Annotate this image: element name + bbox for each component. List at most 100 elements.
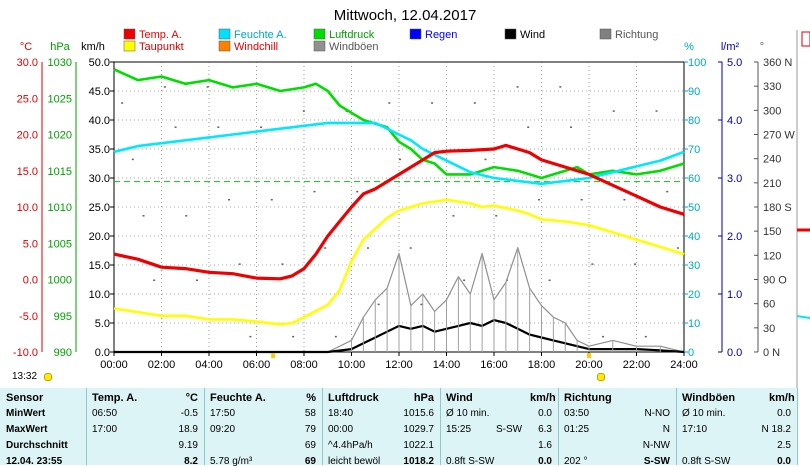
- x-axis: 00:00 02:00 04:00 06:00 08:00 10:00 12:00 14:00…: [100, 352, 698, 371]
- table-scroll-strip[interactable]: [797, 388, 810, 465]
- direction-marker: [431, 102, 434, 104]
- x-tick-label: 14:00: [433, 359, 461, 371]
- humidity-tick-label: 90: [688, 86, 700, 98]
- rain-tick-label: 4.0: [727, 115, 742, 127]
- right-edge-panel: [796, 30, 810, 390]
- direction-marker: [185, 215, 188, 217]
- legend-swatch: [218, 40, 231, 52]
- cell-value: S-SW: [643, 456, 670, 467]
- cell-time: 06:50: [92, 408, 118, 419]
- x-tick-label: 06:00: [243, 359, 271, 371]
- direction-tick-label: 120: [763, 250, 781, 262]
- humidity-axis-unit: %: [684, 41, 694, 53]
- cell-time: Ø 10 min.: [446, 408, 490, 419]
- cell-value: 1018.2: [403, 456, 434, 467]
- cell-direction: S-SW: [496, 424, 523, 435]
- current-time: 13:32: [12, 371, 38, 382]
- time-marker: [597, 373, 605, 381]
- direction-marker: [559, 86, 562, 88]
- cell-value: 1015.6: [403, 408, 434, 419]
- direction-tick-label: 60: [763, 299, 775, 311]
- direction-tick-label: 90 O: [763, 275, 787, 287]
- cell-time: 09:20: [210, 424, 236, 435]
- rain-tick-label: 1.0: [727, 289, 742, 301]
- legend-label: Regen: [425, 29, 457, 41]
- cell-value: 0.0: [538, 408, 552, 419]
- direction-marker: [238, 263, 241, 265]
- direction-marker: [142, 215, 145, 217]
- direction-marker: [366, 247, 369, 249]
- wind-tick-label: 50.0: [89, 57, 110, 69]
- cell-value: 1022.1: [403, 440, 434, 451]
- cell-value: 9.19: [178, 440, 198, 451]
- column-header: Feuchte A.: [210, 392, 266, 404]
- pressure-tick-label: 995: [54, 311, 72, 323]
- direction-marker: [153, 279, 156, 281]
- direction-tick-label: 330: [763, 81, 781, 93]
- column-header: Temp. A.: [92, 392, 138, 404]
- cell-value: 0.0: [777, 408, 791, 419]
- temp-tick-label: -5.0: [19, 311, 38, 323]
- direction-marker: [292, 335, 295, 338]
- table-column: Sensor: [0, 388, 87, 465]
- wind-axis-unit: km/h: [81, 41, 105, 53]
- cell-time: 0.8ft S-SW: [446, 456, 495, 467]
- cell-time: 01:25: [564, 424, 590, 435]
- cell-value: 69: [304, 456, 316, 467]
- direction-marker: [217, 126, 220, 128]
- direction-marker: [121, 102, 124, 104]
- x-tick-label: 08:00: [290, 359, 318, 371]
- row-label: 12.04. 23:55: [6, 456, 63, 467]
- column-header: Luftdruck: [328, 392, 379, 404]
- direction-marker: [260, 126, 263, 128]
- wind-tick-label: 15.0: [89, 260, 110, 272]
- direction-marker: [324, 247, 327, 249]
- temp-tick-label: 15.0: [17, 166, 38, 178]
- cell-value: N 18.2: [761, 424, 791, 435]
- chart-legend: Temp. A. Feuchte A. Luftdruck Regen Wind Rich…: [123, 28, 658, 53]
- rain-tick-label: 0.0: [727, 347, 742, 359]
- cell-value: 1.6: [538, 440, 552, 451]
- x-tick-label: 22:00: [623, 359, 651, 371]
- direction-marker: [195, 279, 198, 281]
- direction-tick-label: 150: [763, 226, 781, 238]
- x-tick-label: 10:00: [338, 359, 366, 371]
- direction-marker: [302, 110, 305, 112]
- direction-marker: [388, 102, 391, 104]
- humidity-tick-label: 60: [688, 173, 700, 185]
- cell-time: 00:00: [328, 424, 354, 435]
- cell-value: 18.9: [178, 424, 198, 435]
- left-axes: 30.0 25.0 20.0 15.0 10.0 5.0 0.0 -5.0 -10.0 1030 1…: [13, 57, 114, 359]
- temp-axis-unit: °C: [20, 41, 32, 53]
- temp-tick-label: 10.0: [17, 202, 38, 214]
- direction-marker: [409, 247, 412, 249]
- pressure-tick-label: 1030: [48, 57, 72, 69]
- cell-value: 2.5: [777, 440, 791, 451]
- pressure-tick-label: 1020: [48, 130, 72, 142]
- rain-tick-label: 2.0: [727, 231, 742, 243]
- pressure-axis-unit: hPa: [50, 41, 70, 53]
- wind-tick-label: 25.0: [89, 202, 110, 214]
- right-axes: 10090807060504030201005.04.03.02.01.00.0…: [684, 57, 795, 359]
- direction-marker: [676, 247, 679, 249]
- x-tick-label: 16:00: [480, 359, 508, 371]
- x-tick-label: 24:00: [670, 359, 698, 371]
- x-tick-label: 18:00: [528, 359, 556, 371]
- cell-value: N: [662, 424, 670, 435]
- direction-marker: [356, 190, 359, 193]
- direction-marker: [548, 279, 551, 281]
- column-unit: %: [306, 392, 316, 404]
- direction-tick-label: 30: [763, 323, 775, 335]
- legend-label: Luftdruck: [329, 29, 375, 41]
- sun-marker: [271, 353, 276, 358]
- table-column: Feuchte A.%: [204, 388, 323, 465]
- cell-value: 1029.7: [403, 424, 434, 435]
- panel-humidity-stub: [796, 315, 810, 319]
- direction-marker: [131, 158, 134, 161]
- direction-marker: [516, 86, 519, 88]
- cell-time: Ø 10 min.: [682, 408, 726, 419]
- humidity-tick-label: 10: [688, 318, 700, 330]
- cell-time: 202 °: [564, 456, 588, 467]
- cell-value: 58: [304, 408, 316, 419]
- wind-tick-label: 20.0: [89, 231, 110, 243]
